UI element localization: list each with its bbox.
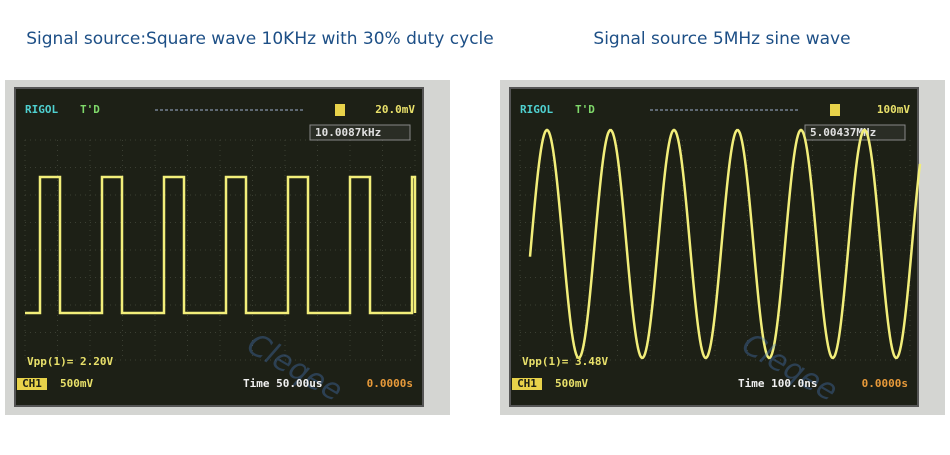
channel-box (512, 378, 542, 390)
mode: T'D (575, 103, 595, 116)
timebase: Time 50.00us (243, 377, 322, 390)
scale: 500mV (555, 377, 588, 390)
offset: 0.0000s (367, 377, 413, 390)
brand: RIGOL (520, 103, 553, 116)
waveform (528, 128, 922, 360)
scope-screen (14, 87, 424, 407)
channel: CH1 (517, 377, 537, 390)
caption: Signal source:Square wave 10KHz with 30%… (26, 29, 493, 49)
vpp: Vpp(1)= 3.48V (522, 355, 608, 368)
trigger-icon (335, 104, 345, 116)
trigger-icon (830, 104, 840, 116)
frequency: 10.0087kHz (315, 126, 381, 139)
timebase: Time 100.0ns (738, 377, 817, 390)
channel-box (17, 378, 47, 390)
freq-box (804, 124, 906, 141)
vpp: Vpp(1)= 2.20V (27, 355, 113, 368)
trigger-level: 20.0mV (375, 103, 415, 116)
offset: 0.0000s (862, 377, 908, 390)
trigger-level: 100mV (877, 103, 910, 116)
waveform (25, 175, 417, 315)
caption: Signal source 5MHz sine wave (593, 29, 850, 49)
channel: CH1 (22, 377, 42, 390)
mode: T'D (80, 103, 100, 116)
brand: RIGOL (25, 103, 58, 116)
scope-screen (509, 87, 919, 407)
freq-box (309, 124, 411, 141)
frequency: 5.00437MHz (810, 126, 876, 139)
scale: 500mV (60, 377, 93, 390)
